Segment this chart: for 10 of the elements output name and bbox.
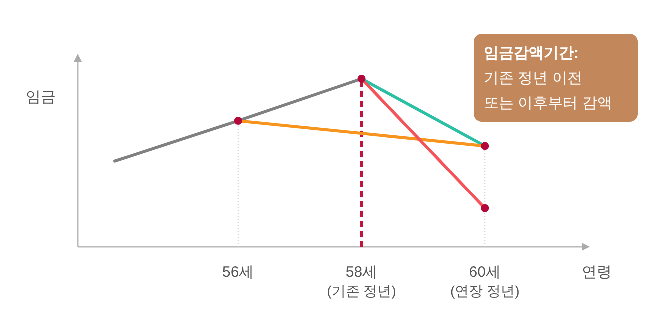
x-axis-title: 연령: [582, 264, 612, 281]
x-tick-label: 60세 (연장 정년): [450, 264, 520, 299]
point: [481, 204, 490, 212]
point: [234, 117, 242, 125]
x-tick-label: 58세 (기존 정년): [327, 264, 396, 299]
annotation: 임금감액기간: 기존 정년 이전 또는 이후부터 감액: [484, 45, 612, 112]
point: [358, 75, 366, 83]
y-axis-title: 임금: [26, 89, 56, 106]
point: [481, 142, 490, 150]
x-tick-label: 56세: [222, 264, 254, 281]
